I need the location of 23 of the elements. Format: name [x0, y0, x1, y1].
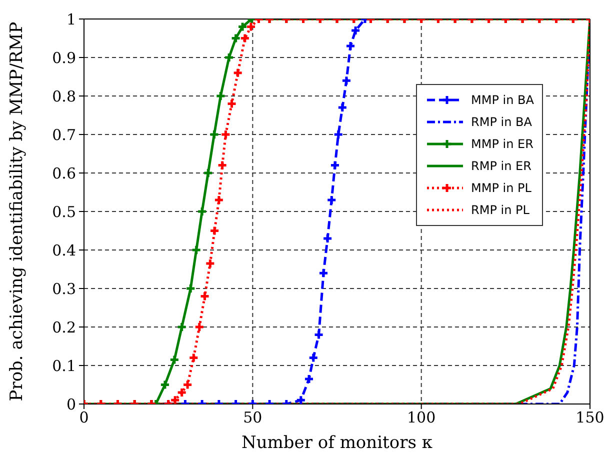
y-tick-label: 1	[66, 10, 76, 28]
x-tick-label: 50	[243, 408, 262, 427]
y-tick-label: 0.6	[52, 164, 76, 182]
legend-label: RMP in PL	[471, 203, 530, 217]
y-tick-label: 0.1	[52, 356, 76, 375]
y-tick-label: 0.4	[52, 241, 76, 260]
y-tick-label: 0.2	[52, 318, 76, 336]
legend-label: MMP in PL	[471, 181, 532, 195]
y-tick-label: 0.9	[52, 48, 76, 67]
y-tick-label: 0.7	[52, 126, 76, 144]
legend-label: RMP in BA	[471, 115, 532, 129]
legend-label: RMP in ER	[471, 159, 532, 173]
y-tick-label: 0	[66, 395, 76, 414]
y-tick-label: 0.5	[52, 202, 76, 221]
legend-label: MMP in BA	[471, 93, 534, 107]
x-tick-label: 100	[407, 408, 436, 427]
legend-label: MMP in ER	[471, 137, 534, 151]
y-axis-title: Prob. achieving identifiability by MMP/RMP	[7, 22, 28, 402]
y-tick-label: 0.8	[52, 87, 76, 106]
x-tick-label: 150	[576, 408, 604, 427]
x-tick-label: 0	[79, 408, 89, 427]
y-tick-label: 0.3	[52, 280, 76, 298]
x-axis-title: Number of monitors κ	[241, 433, 433, 453]
